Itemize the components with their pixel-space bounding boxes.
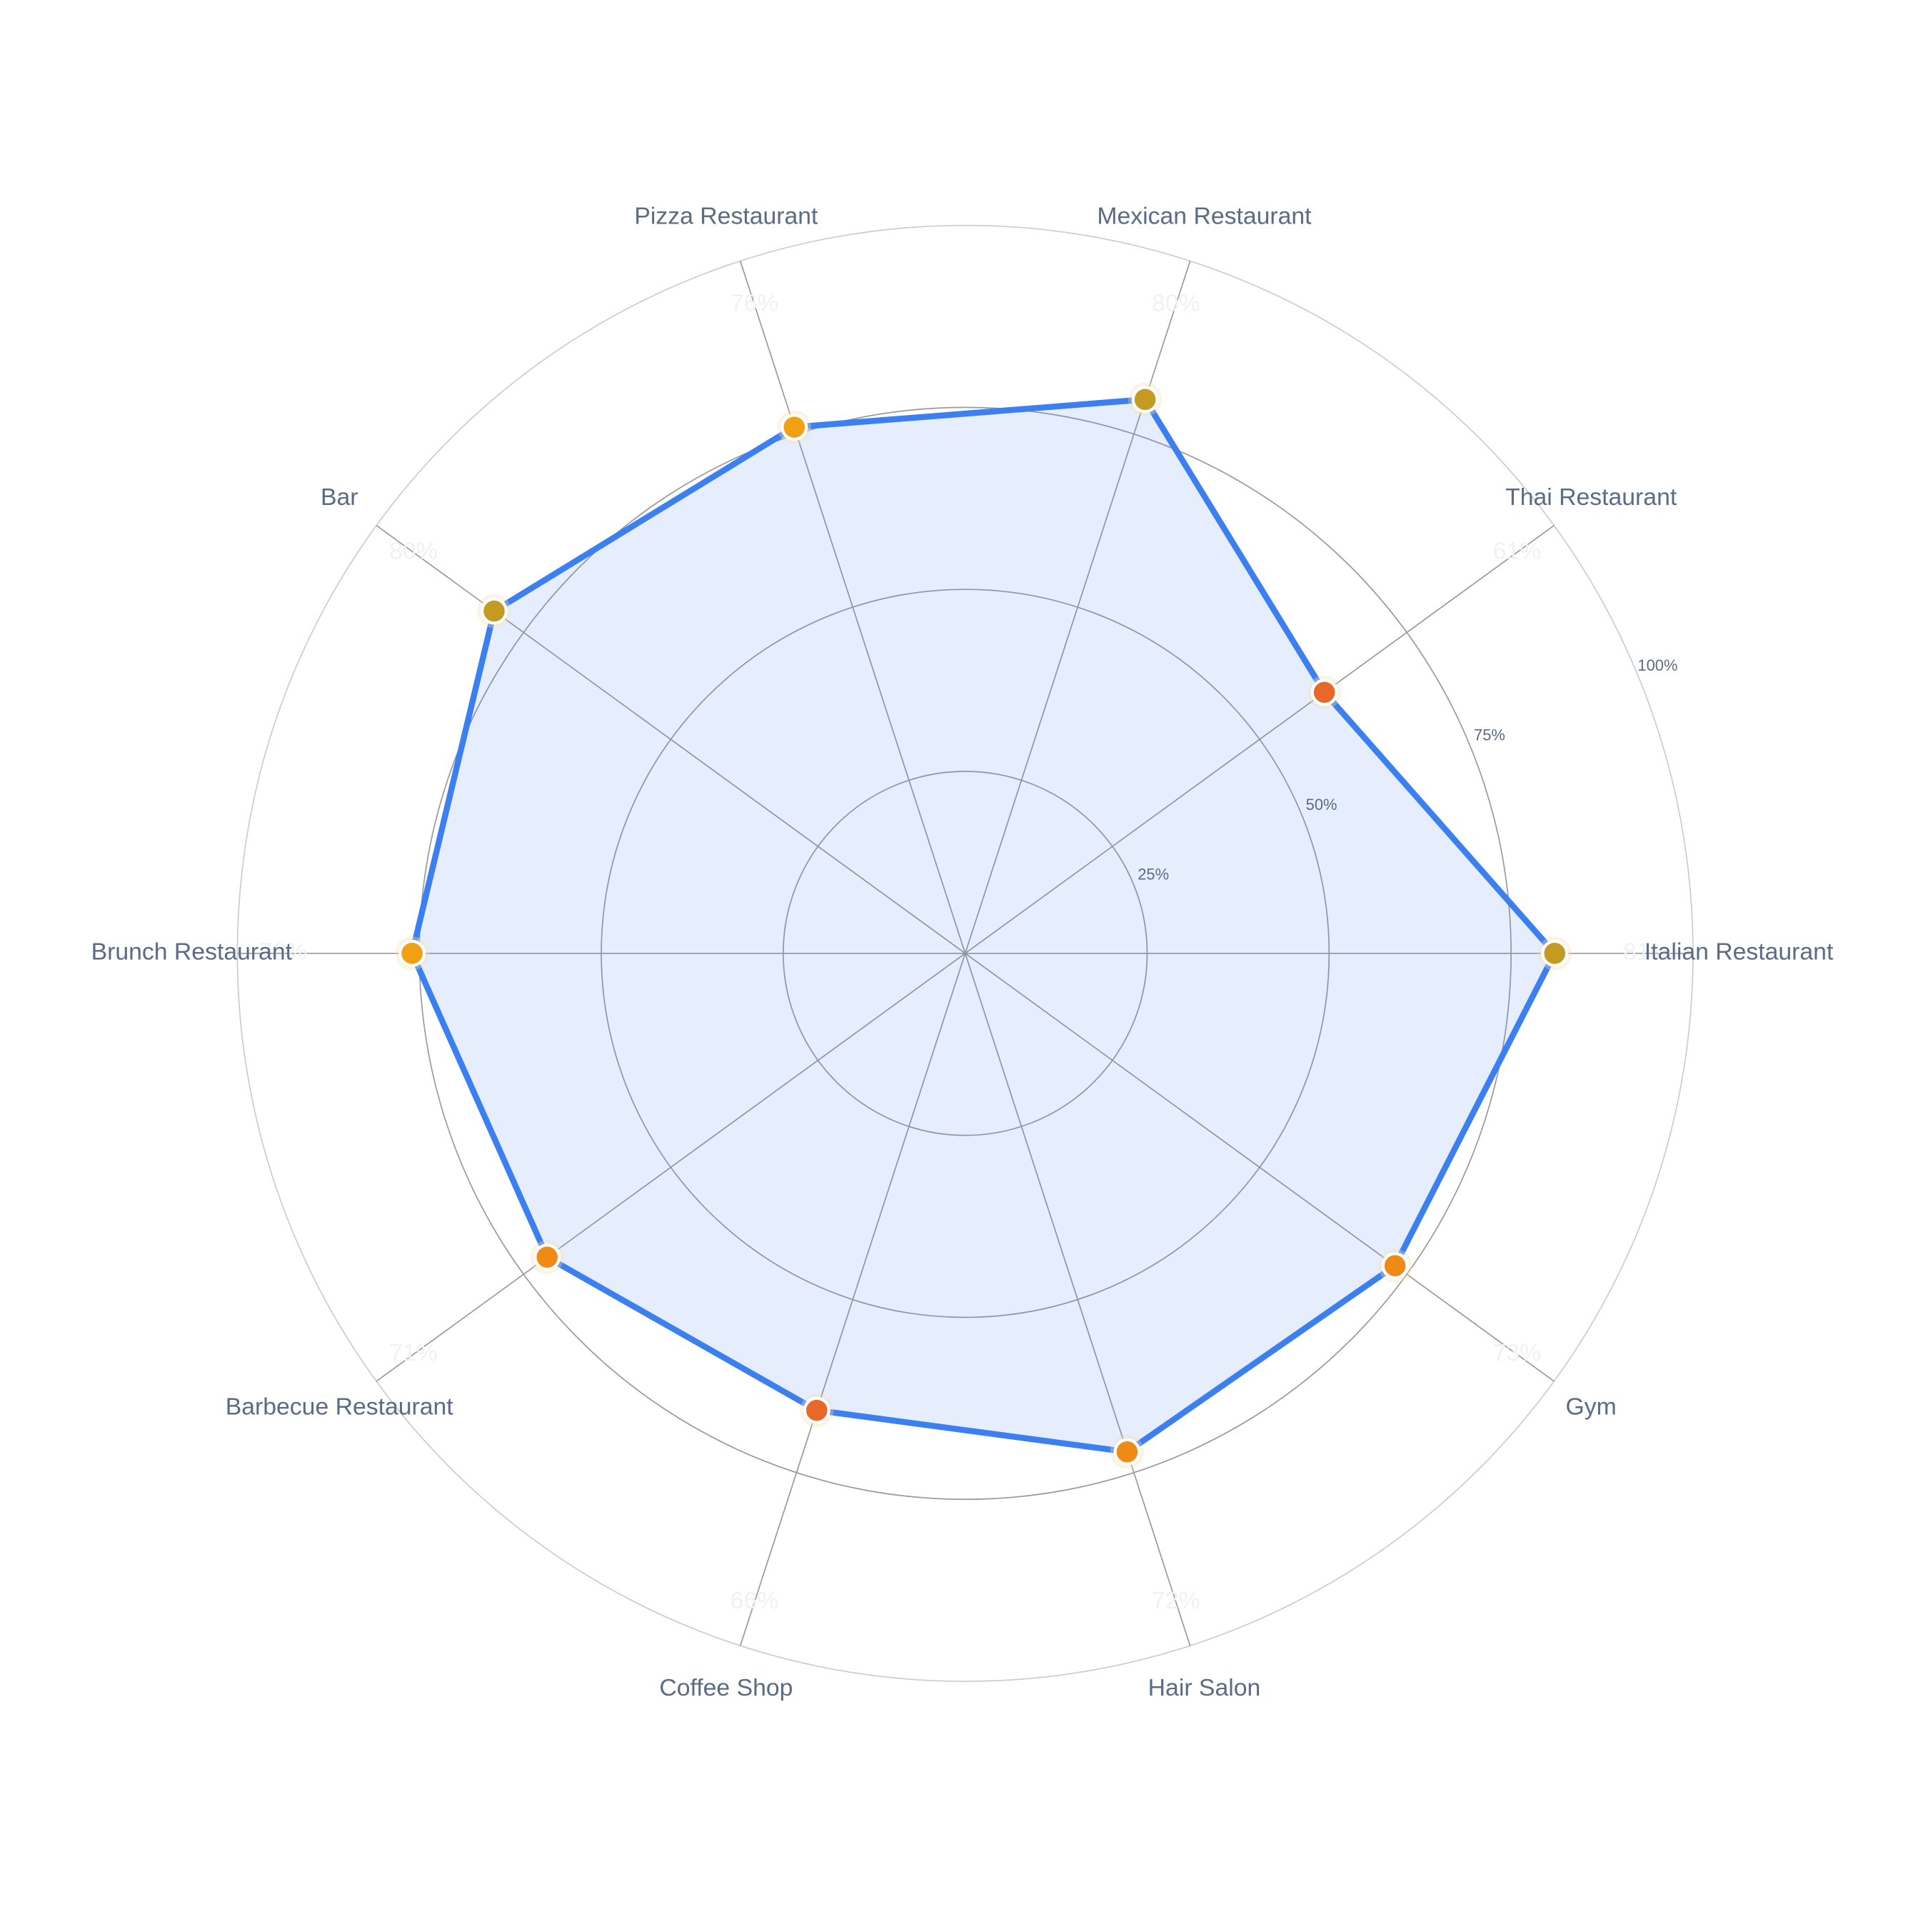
value-label: 76% [730,289,779,316]
spoke [739,953,966,1646]
value-label: 76% [259,939,308,966]
category-label: Mexican Restaurant [1097,202,1312,229]
value-label: 72% [1152,1587,1200,1614]
spoke [965,525,1555,954]
data-point [1131,386,1159,414]
category-label: Italian Restaurant [1645,939,1834,966]
data-point [1310,679,1338,706]
category-label: Thai Restaurant [1505,484,1677,511]
category-label: Gym [1566,1393,1617,1421]
r-tick-label: 75% [1474,726,1505,744]
value-label: 61% [1493,537,1542,564]
category-label: Brunch Restaurant [91,939,293,966]
r-tick-label: 100% [1637,656,1677,674]
data-point [1113,1438,1141,1466]
spoke [376,525,966,954]
radar-area [412,399,1555,1452]
spoke [739,261,966,954]
data-point [803,1396,830,1424]
data-point [481,597,508,625]
data-point [1381,1252,1409,1280]
spoke [964,953,1191,1646]
category-label: Barbecue Restaurant [226,1393,454,1421]
spoke [376,953,966,1382]
r-tick-label: 25% [1138,865,1169,883]
category-label: Bar [321,484,358,511]
value-label: 80% [1152,289,1200,316]
value-label: 66% [730,1587,779,1614]
data-point [780,414,808,441]
category-label: Pizza Restaurant [634,202,818,229]
r-tick-label: 50% [1306,796,1337,814]
data-point [1541,939,1569,967]
value-label: 80% [389,537,438,564]
data-point [533,1243,561,1271]
data-point [398,939,426,967]
category-label: Hair Salon [1148,1674,1261,1701]
value-label: 71% [389,1339,438,1366]
value-label: 81% [1623,939,1672,966]
spoke [965,953,1555,1382]
value-label: 73% [1493,1339,1542,1366]
category-label: Coffee Shop [659,1674,793,1701]
spoke [964,261,1191,954]
